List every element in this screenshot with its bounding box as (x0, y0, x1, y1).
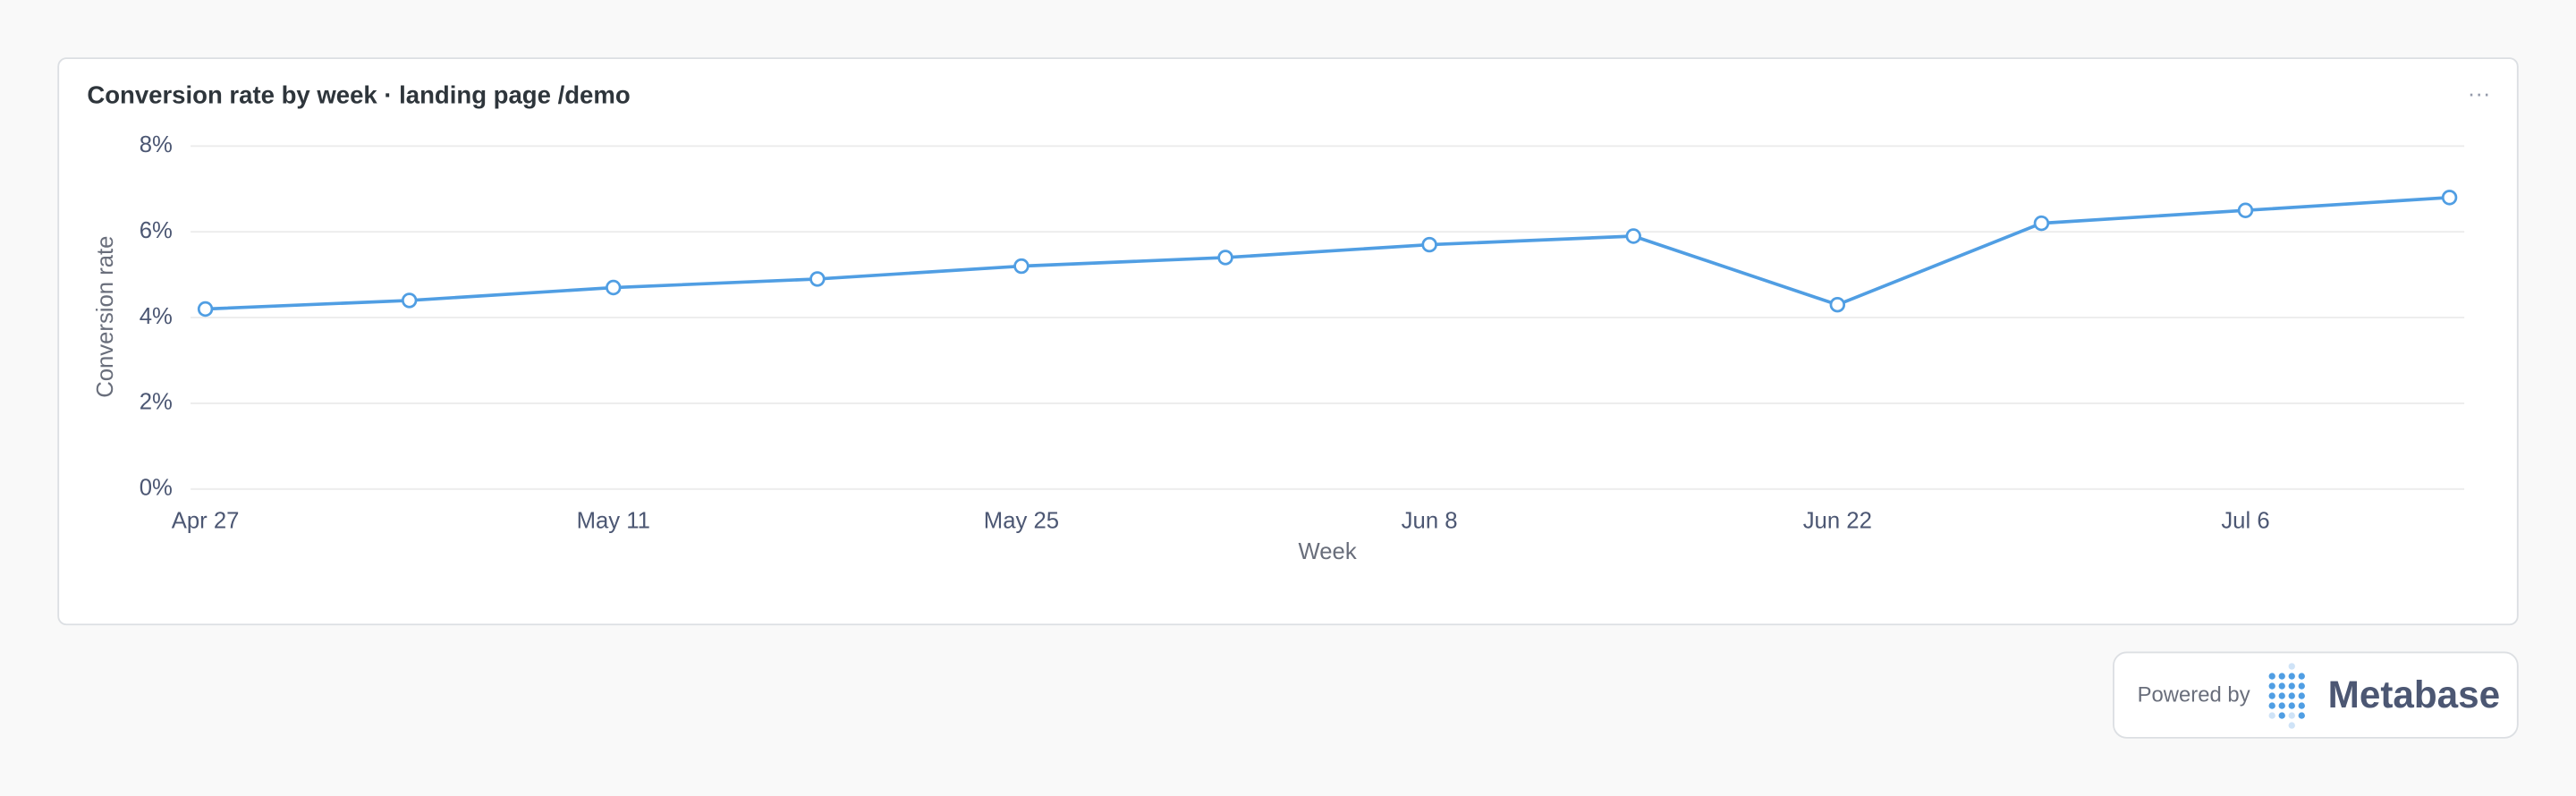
y-tick-label: 6% (140, 218, 173, 243)
logo-dot (2288, 712, 2295, 719)
data-point (2441, 190, 2458, 206)
data-point (1829, 296, 1846, 313)
logo-dot (2278, 682, 2285, 690)
x-tick-label: Jun 8 (1402, 508, 1458, 533)
logo-dot (2288, 722, 2295, 729)
logo-dot (2278, 673, 2285, 680)
x-axis-label: Week (1298, 539, 1356, 564)
data-point (401, 292, 418, 309)
logo-dot (2278, 712, 2285, 719)
chart-title: Conversion rate by week · landing page /… (87, 81, 630, 109)
series-line (205, 196, 2450, 311)
data-point (197, 301, 214, 318)
data-point (1625, 228, 1641, 244)
data-point (809, 271, 826, 287)
x-tick-label: Jun 22 (1803, 508, 1872, 533)
logo-dot (2298, 702, 2305, 709)
logo-dot (2288, 702, 2295, 709)
logo-dot (2278, 692, 2285, 699)
logo-dot (2298, 673, 2305, 680)
brand-name: Metabase (2328, 673, 2501, 716)
x-tick-label: Apr 27 (172, 508, 240, 533)
logo-dot (2268, 682, 2275, 690)
data-point (1217, 250, 1233, 266)
x-tick-label: May 11 (577, 508, 650, 533)
logo-dot (2268, 673, 2275, 680)
y-tick-label: 4% (140, 304, 173, 329)
logo-dot (2268, 702, 2275, 709)
data-point (2237, 202, 2254, 218)
card (57, 57, 2519, 626)
logo-dot (2288, 682, 2295, 690)
data-point (1421, 236, 1437, 253)
x-tick-label: Jul 6 (2221, 508, 2269, 533)
y-tick-label: 8% (140, 132, 173, 157)
logo-dot (2288, 663, 2295, 670)
x-tick-label: May 25 (984, 508, 1059, 533)
data-point (1013, 258, 1030, 275)
data-point (606, 279, 622, 296)
logo-dot (2288, 692, 2295, 699)
y-tick-label: 2% (140, 390, 173, 415)
powered-by-text: Powered by (2138, 682, 2250, 707)
y-axis-label: Conversion rate (93, 236, 118, 398)
y-tick-label: 0% (140, 476, 173, 501)
logo-dot (2268, 692, 2275, 699)
logo-dot (2298, 712, 2305, 719)
logo-dot (2298, 682, 2305, 690)
logo-dot (2288, 673, 2295, 680)
data-point (2033, 215, 2050, 232)
metabase-logo (2268, 663, 2305, 729)
powered-by-card[interactable] (2113, 651, 2519, 739)
logo-dot (2298, 692, 2305, 699)
logo-dot (2278, 702, 2285, 709)
menu-icon[interactable]: ··· (2468, 81, 2491, 106)
logo-dot (2268, 712, 2275, 719)
